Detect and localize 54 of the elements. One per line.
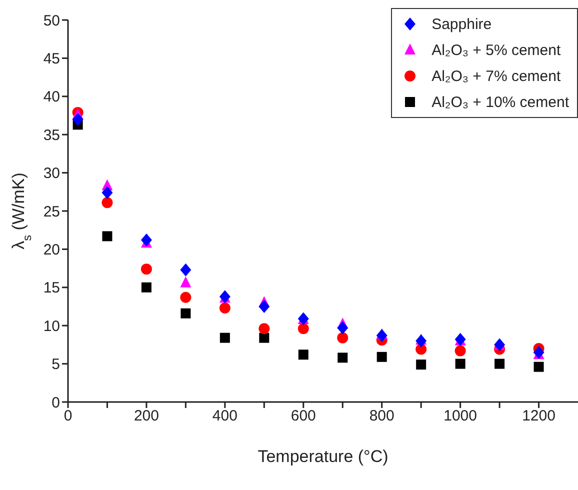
x-axis-title: Temperature (°C) xyxy=(258,447,388,466)
point xyxy=(180,263,192,276)
point xyxy=(140,264,152,275)
point xyxy=(258,300,270,313)
point xyxy=(298,350,308,360)
point xyxy=(102,197,113,208)
y-tick-label: 5 xyxy=(52,356,60,374)
x-tick-label: 0 xyxy=(64,408,72,425)
x-tick-label: 200 xyxy=(134,408,159,425)
point xyxy=(337,332,348,344)
point xyxy=(141,282,152,292)
y-tick-label: 10 xyxy=(43,318,60,335)
point xyxy=(494,358,505,369)
point xyxy=(416,360,426,370)
point xyxy=(72,112,84,126)
point xyxy=(180,308,191,318)
point xyxy=(180,292,192,303)
point xyxy=(180,276,192,288)
x-tick-label: 600 xyxy=(290,408,316,425)
x-tick-label: 1200 xyxy=(522,408,556,425)
point xyxy=(533,346,544,359)
point xyxy=(102,186,113,200)
point xyxy=(454,345,466,356)
y-tick-label: 30 xyxy=(43,165,60,182)
point xyxy=(258,323,270,334)
x-tick-label: 800 xyxy=(369,408,394,425)
point xyxy=(337,321,348,334)
point xyxy=(338,352,348,363)
legend-label: Sapphire xyxy=(432,16,492,32)
point xyxy=(534,362,544,372)
y-tick-label: 25 xyxy=(43,203,60,220)
y-tick-label: 20 xyxy=(43,242,60,259)
x-tick-label: 400 xyxy=(212,408,238,425)
legend-label: Al₂O₃ + 10% cement xyxy=(432,94,569,110)
y-tick-label: 15 xyxy=(43,280,60,297)
point xyxy=(416,334,427,348)
y-tick-label: 40 xyxy=(43,88,60,106)
point xyxy=(376,352,387,362)
y-tick-label: 45 xyxy=(43,50,60,68)
x-tick-label: 1000 xyxy=(444,408,477,425)
point xyxy=(259,332,270,343)
point xyxy=(298,323,309,334)
point xyxy=(416,344,427,355)
point xyxy=(220,332,230,343)
point xyxy=(455,358,466,369)
point xyxy=(219,302,230,314)
legend-label: Al₂O₃ + 7% cement xyxy=(432,68,561,84)
point xyxy=(102,231,112,242)
y-tick-label: 35 xyxy=(43,126,60,144)
y-tick-label: 50 xyxy=(43,12,60,30)
point xyxy=(376,329,388,342)
point xyxy=(140,234,152,247)
y-tick-label: 0 xyxy=(52,394,60,412)
legend-label: Al₂O₃ + 5% cement xyxy=(432,42,561,58)
